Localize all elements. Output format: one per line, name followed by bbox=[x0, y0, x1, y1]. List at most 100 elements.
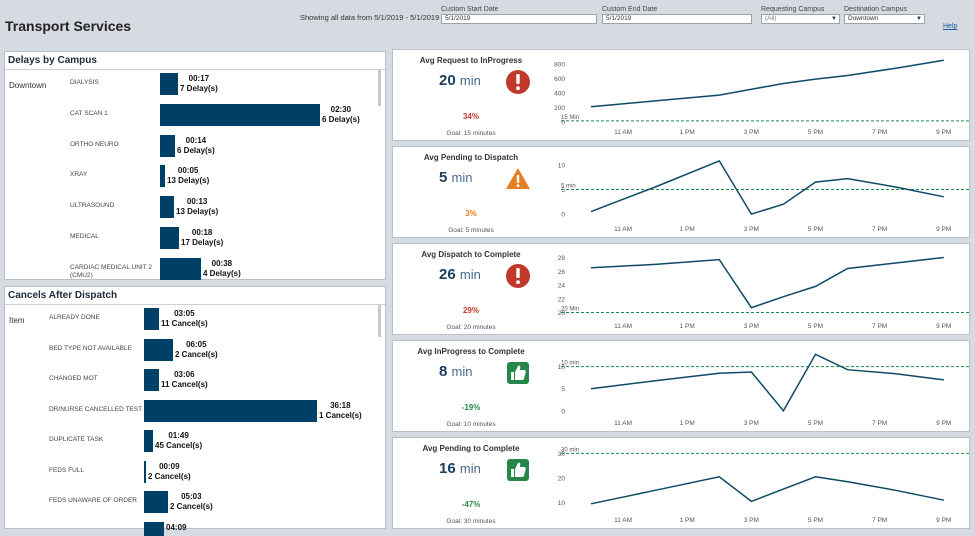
x-tick-label: 7 PM bbox=[872, 323, 887, 330]
y-tick-label: 10 bbox=[558, 162, 566, 169]
x-tick-label: 5 PM bbox=[808, 129, 823, 136]
requesting-campus-select[interactable]: (All) ▼ bbox=[761, 14, 840, 24]
bar-value: 02:30 6 Delay(s) bbox=[322, 105, 360, 125]
goal-label: 5 min bbox=[561, 183, 576, 189]
trend-chart[interactable]: 0 5 10 11 AM 1 PM 3 PM 5 PM 7 PM 9 PM 5 min bbox=[543, 147, 969, 237]
trend-chart[interactable]: 0 200 400 600 800 11 AM 1 PM 3 PM 5 PM 7 PM 9 PM 15… bbox=[543, 50, 969, 140]
y-tick-label: 10 bbox=[558, 500, 566, 507]
bar[interactable] bbox=[144, 308, 159, 330]
x-tick-label: 3 PM bbox=[744, 226, 759, 233]
row-label: DIALYSIS bbox=[70, 79, 99, 86]
start-date-input[interactable]: 5/1/2019 bbox=[441, 14, 597, 24]
start-date-filter: Custom Start Date 5/1/2019 bbox=[441, 6, 597, 24]
bar[interactable] bbox=[160, 227, 179, 249]
help-link[interactable]: Help bbox=[943, 23, 958, 30]
delays-scrollbar[interactable] bbox=[378, 70, 381, 106]
kpi-value: 26 min bbox=[439, 266, 481, 283]
bar[interactable] bbox=[144, 399, 317, 422]
bar[interactable] bbox=[160, 257, 201, 280]
kpi-value: 20 min bbox=[439, 72, 481, 89]
bar[interactable] bbox=[144, 369, 159, 391]
bar-value: 00:13 13 Delay(s) bbox=[176, 197, 218, 217]
x-tick-label: 9 PM bbox=[936, 420, 951, 427]
end-date-input[interactable]: 5/1/2019 bbox=[602, 14, 752, 24]
delays-group-label: Downtown bbox=[9, 81, 47, 90]
bar[interactable] bbox=[144, 491, 168, 513]
bar[interactable] bbox=[144, 338, 173, 361]
alert-circle-icon bbox=[506, 264, 530, 288]
x-tick-label: 5 PM bbox=[808, 226, 823, 233]
x-tick-label: 1 PM bbox=[680, 420, 695, 427]
goal-label: 30 min bbox=[561, 447, 579, 453]
trend-chart[interactable]: 10 20 30 11 AM 1 PM 3 PM 5 PM 7 PM 9 PM 30 min bbox=[543, 438, 969, 528]
kpi-value: 8 min bbox=[439, 363, 472, 380]
y-tick-label: 400 bbox=[554, 90, 565, 97]
x-tick-label: 5 PM bbox=[808, 517, 823, 524]
x-tick-label: 7 PM bbox=[872, 420, 887, 427]
divider bbox=[5, 304, 385, 305]
alert-circle-icon bbox=[506, 70, 530, 94]
kpi-goal: Goal: 15 minutes bbox=[393, 130, 549, 137]
bar-value: 00:05 13 Delay(s) bbox=[167, 166, 209, 186]
y-tick-label: 10 bbox=[558, 364, 566, 371]
bar-count: 17 Delay(s) bbox=[181, 238, 224, 247]
bar[interactable] bbox=[160, 103, 320, 126]
bar-time: 36:18 bbox=[330, 400, 351, 410]
cancels-scrollbar[interactable] bbox=[378, 305, 381, 337]
row-label: XRAY bbox=[70, 171, 88, 179]
bar-value: 00:17 7 Delay(s) bbox=[180, 74, 218, 94]
bar-count: 11 Cancel(s) bbox=[161, 319, 208, 328]
x-tick-label: 9 PM bbox=[936, 129, 951, 136]
kpi-goal-value: 30 minutes bbox=[463, 518, 496, 525]
trend-chart[interactable]: 0 5 10 11 AM 1 PM 3 PM 5 PM 7 PM 9 PM 10 min bbox=[543, 341, 969, 431]
bar[interactable] bbox=[160, 73, 178, 95]
goal-label: 10 min bbox=[561, 361, 579, 367]
bar[interactable] bbox=[160, 134, 175, 157]
bar-value: 00:14 6 Delay(s) bbox=[177, 136, 215, 156]
bar-value: 03:05 11 Cancel(s) bbox=[161, 309, 208, 329]
bar[interactable] bbox=[160, 196, 174, 219]
y-tick-label: 600 bbox=[554, 76, 565, 83]
bar-count: 2 Cancel(s) bbox=[175, 349, 218, 359]
bar-count: 7 Delay(s) bbox=[180, 84, 218, 93]
bar[interactable] bbox=[144, 521, 164, 536]
kpi-value: 5 min bbox=[439, 169, 472, 186]
bar-count: 45 Cancel(s) bbox=[155, 441, 203, 450]
goal-label: 15 Min bbox=[561, 115, 579, 121]
x-tick-label: 1 PM bbox=[680, 517, 695, 524]
trend-chart[interactable]: 20 22 24 26 28 11 AM 1 PM 3 PM 5 PM 7 PM 9 PM 20 Mi… bbox=[543, 244, 969, 334]
destination-campus-select[interactable]: Downtown ▼ bbox=[844, 14, 925, 24]
x-tick-label: 3 PM bbox=[744, 517, 759, 524]
bar[interactable] bbox=[144, 430, 153, 452]
y-tick-label: 30 bbox=[558, 451, 566, 458]
bar[interactable] bbox=[144, 460, 146, 483]
row-label: ULTRASOUND bbox=[70, 202, 115, 210]
bar-time: 01:49 bbox=[168, 431, 189, 440]
kpi-goal-value: 20 minutes bbox=[463, 324, 496, 331]
divider bbox=[5, 69, 385, 70]
kpi-goal-value: 5 minutes bbox=[465, 227, 494, 234]
kpi-goal: Goal: 5 minutes bbox=[393, 227, 549, 234]
chevron-down-icon: ▼ bbox=[831, 16, 837, 22]
series-line bbox=[590, 353, 944, 413]
chevron-down-icon: ▼ bbox=[916, 16, 922, 22]
cancels-group-label: Item bbox=[9, 316, 25, 325]
series-line bbox=[590, 59, 944, 108]
bar-count: 13 Delay(s) bbox=[167, 176, 210, 186]
kpi-percent-change: 29% bbox=[462, 306, 479, 315]
kpi-goal: Goal: 30 minutes bbox=[393, 518, 549, 525]
y-tick-label: 20 bbox=[558, 310, 566, 317]
y-tick-label: 0 bbox=[561, 408, 565, 415]
bar-time: 00:09 bbox=[159, 461, 180, 471]
bar-value: 36:18 1 Cancel(s) bbox=[319, 401, 362, 421]
y-tick-label: 0 bbox=[561, 120, 565, 127]
y-tick-label: 22 bbox=[558, 296, 566, 303]
y-tick-label: 26 bbox=[558, 269, 566, 276]
thumbs-up-icon bbox=[507, 459, 529, 481]
bar[interactable] bbox=[160, 165, 165, 188]
y-tick-label: 20 bbox=[558, 476, 566, 483]
series-line bbox=[590, 475, 944, 505]
row-label: CHANGED MOT bbox=[49, 375, 98, 382]
kpi-value: 16 min bbox=[439, 460, 481, 477]
row-label: DR/NURSE CANCELLED TEST bbox=[49, 405, 143, 413]
